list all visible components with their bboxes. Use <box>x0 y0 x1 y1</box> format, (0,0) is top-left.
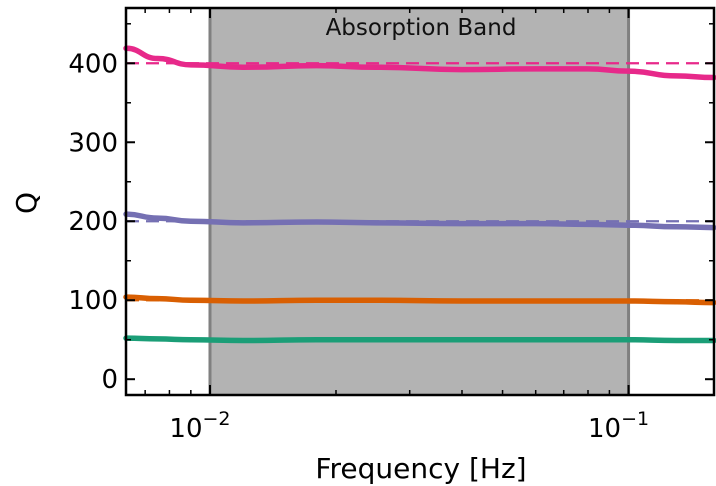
y-tick-label: 300 <box>68 128 118 158</box>
y-tick-label: 200 <box>68 207 118 237</box>
y-tick-label: 400 <box>68 49 118 79</box>
plot-frame <box>124 6 716 397</box>
x-axis-title: Frequency [Hz] <box>315 452 526 485</box>
q-curve-0 <box>123 45 716 81</box>
q-curve-2 <box>123 294 716 306</box>
x-tick-label: 10−2 <box>169 408 230 444</box>
q-curve-1 <box>123 211 716 231</box>
absorption-band-layer <box>208 8 631 395</box>
y-tick-label: 100 <box>68 286 118 316</box>
q-curve-3 <box>123 335 716 344</box>
y-axis-title: Q <box>10 192 43 214</box>
x-tick-label: 10−1 <box>588 408 649 444</box>
y-tick-label: 0 <box>101 365 118 395</box>
band-label: Absorption Band <box>326 15 517 41</box>
absorption-band <box>209 8 629 395</box>
series-layer <box>123 45 716 344</box>
axes-layer: 0 100 200 300 400 10−2 10−1 <box>68 6 716 444</box>
